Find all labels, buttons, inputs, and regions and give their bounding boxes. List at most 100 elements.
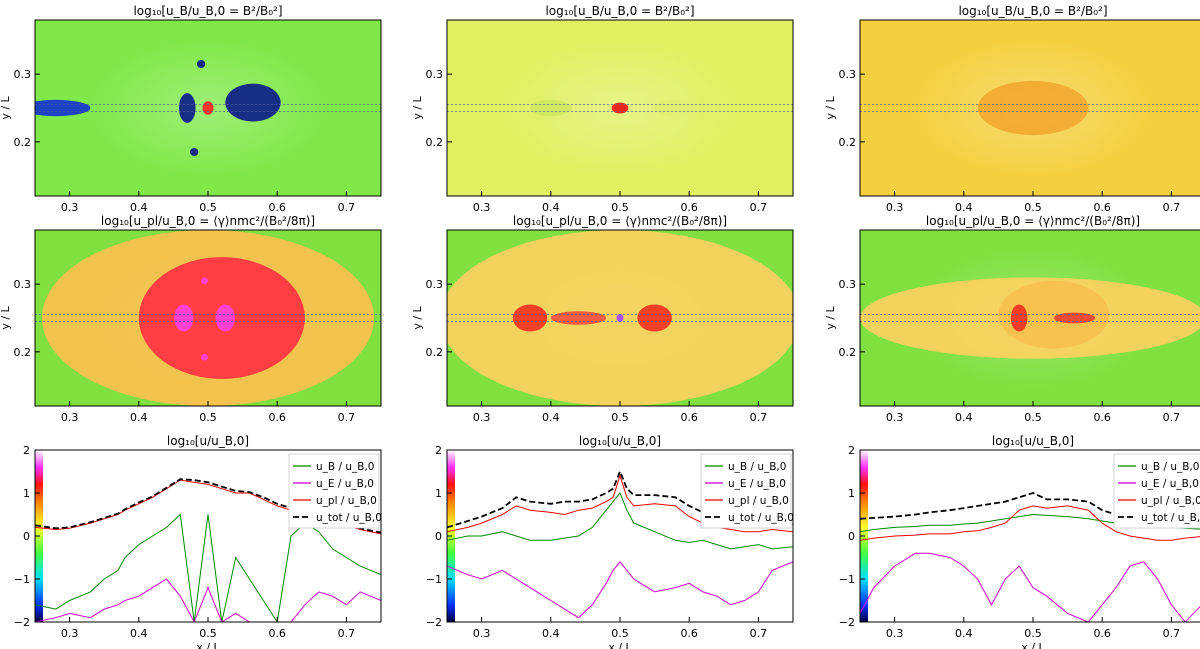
y-axis-label: y / L bbox=[824, 305, 837, 329]
y-tick-label: 0.3 bbox=[14, 278, 32, 291]
x-tick-label: 0.6 bbox=[1093, 627, 1111, 640]
y-tick-label: 1 bbox=[848, 487, 855, 500]
panel-title: log₁₀[u_pl/u_B,0 = ⟨γ⟩nmc²/(B₀²/8π)] bbox=[513, 214, 727, 228]
y-tick-label: 0.3 bbox=[426, 68, 444, 81]
heatmap-feature bbox=[1010, 304, 1028, 332]
heatmap-feature bbox=[637, 304, 672, 332]
x-tick-label: 0.4 bbox=[955, 411, 973, 424]
y-tick-label: 0 bbox=[848, 530, 855, 543]
x-tick-label: 0.7 bbox=[338, 627, 356, 640]
x-tick-label: 0.5 bbox=[199, 411, 217, 424]
heatmap-feature bbox=[174, 304, 194, 332]
x-tick-label: 0.3 bbox=[61, 627, 79, 640]
heatmap-feature bbox=[530, 99, 572, 117]
y-axis-label: y / L bbox=[411, 95, 424, 119]
x-tick-label: 0.5 bbox=[1024, 627, 1042, 640]
y-tick-label: 0 bbox=[23, 530, 30, 543]
x-tick-label: 0.3 bbox=[61, 201, 79, 214]
y-tick-label: 0.3 bbox=[839, 68, 857, 81]
x-tick-label: 0.3 bbox=[886, 201, 904, 214]
x-tick-label: 0.6 bbox=[268, 627, 286, 640]
heatmap-feature bbox=[178, 93, 196, 123]
x-tick-label: 0.5 bbox=[199, 201, 217, 214]
heatmap-feature bbox=[201, 277, 208, 285]
legend-label: u_pl / u_B,0 bbox=[316, 495, 377, 507]
x-tick-label: 0.6 bbox=[680, 201, 698, 214]
heatmap-feature bbox=[202, 101, 214, 115]
x-tick-label: 0.7 bbox=[338, 201, 356, 214]
x-tick-label: 0.4 bbox=[542, 201, 560, 214]
y-tick-label: 0.2 bbox=[426, 136, 444, 149]
panel-title: log₁₀[u/u_B,0] bbox=[579, 434, 661, 448]
panel-2-1: log₁₀[u_pl/u_B,0 = ⟨γ⟩nmc²/(B₀²/8π)] 0.3 0… bbox=[0, 214, 382, 424]
y-tick-label: −1 bbox=[426, 573, 442, 586]
y-tick-label: 0.2 bbox=[839, 136, 857, 149]
x-tick-label: 0.4 bbox=[542, 411, 560, 424]
heatmap-feature bbox=[977, 80, 1089, 136]
panel-3-2: log₁₀[u/u_B,0] 2 1 0 −1 −2 x / L u_B / u_B,0 u_E… bbox=[426, 434, 794, 649]
panel-1-3: log₁₀[u_B/u_B,0 = B²/B₀²] 0.3 0.2 y / L 0.3 0… bbox=[824, 4, 1200, 214]
y-axis-label: y / L bbox=[411, 305, 424, 329]
heatmap-feature bbox=[196, 59, 206, 69]
legend-label: u_tot / u_B,0 bbox=[316, 512, 382, 524]
heatmap-feature bbox=[512, 304, 548, 332]
x-tick-label: 0.4 bbox=[955, 627, 973, 640]
x-tick-label: 0.6 bbox=[1093, 201, 1111, 214]
legend-label: u_pl / u_B,0 bbox=[1141, 495, 1200, 507]
x-tick-label: 0.4 bbox=[130, 411, 148, 424]
x-tick-label: 0.7 bbox=[750, 627, 768, 640]
x-axis-label: x / L bbox=[608, 641, 632, 649]
x-tick-label: 0.3 bbox=[886, 627, 904, 640]
legend: u_B / u_B,0 u_E / u_B,0 u_pl / u_B,0 u_tot … bbox=[288, 453, 382, 529]
series-line-2 bbox=[860, 552, 1200, 622]
panel-title: log₁₀[u_B/u_B,0 = B²/B₀²] bbox=[133, 4, 282, 18]
legend-label: u_E / u_B,0 bbox=[316, 478, 374, 490]
plot-area bbox=[35, 230, 381, 406]
heatmap-feature bbox=[611, 102, 629, 114]
heatmap-feature bbox=[654, 99, 697, 117]
x-tick-label: 0.5 bbox=[1024, 201, 1042, 214]
x-tick-label: 0.6 bbox=[268, 201, 286, 214]
y-tick-label: 2 bbox=[848, 444, 855, 457]
x-tick-label: 0.3 bbox=[886, 411, 904, 424]
x-tick-label: 0.7 bbox=[338, 411, 356, 424]
x-tick-label: 0.5 bbox=[199, 627, 217, 640]
x-tick-label: 0.5 bbox=[611, 627, 629, 640]
panel-title: log₁₀[u/u_B,0] bbox=[992, 434, 1074, 448]
legend-label: u_tot / u_B,0 bbox=[728, 512, 794, 524]
heatmap-feature bbox=[225, 83, 281, 122]
plot-area bbox=[860, 230, 1200, 406]
legend-label: u_tot / u_B,0 bbox=[1141, 512, 1200, 524]
plot-area bbox=[447, 230, 793, 406]
y-tick-label: 2 bbox=[435, 444, 442, 457]
x-tick-label: 0.5 bbox=[611, 201, 629, 214]
y-axis-label: y / L bbox=[0, 95, 12, 119]
legend-label: u_B / u_B,0 bbox=[1141, 461, 1199, 473]
series-line-1 bbox=[447, 492, 793, 550]
y-tick-label: 0.2 bbox=[839, 346, 857, 359]
heatmap-feature bbox=[550, 311, 607, 325]
x-tick-label: 0.6 bbox=[680, 627, 698, 640]
heatmap-feature bbox=[215, 304, 235, 332]
legend: u_B / u_B,0 u_E / u_B,0 u_pl / u_B,0 u_tot … bbox=[700, 453, 794, 529]
y-axis-label: y / L bbox=[0, 305, 12, 329]
legend-label: u_E / u_B,0 bbox=[728, 478, 786, 490]
y-tick-label: 0.2 bbox=[426, 346, 444, 359]
plot-area bbox=[35, 20, 381, 196]
panel-1-1: log₁₀[u_B/u_B,0 = B²/B₀²] 0.3 0.2 y / L 0.3 0… bbox=[0, 4, 382, 214]
x-tick-label: 0.7 bbox=[1163, 201, 1181, 214]
y-axis-label: y / L bbox=[824, 95, 837, 119]
legend-label: u_pl / u_B,0 bbox=[728, 495, 789, 507]
series-line-3 bbox=[860, 505, 1200, 541]
plot-area bbox=[447, 20, 793, 196]
x-tick-label: 0.4 bbox=[130, 201, 148, 214]
legend-label: u_E / u_B,0 bbox=[1141, 478, 1199, 490]
x-tick-label: 0.7 bbox=[750, 201, 768, 214]
panel-1-2: log₁₀[u_B/u_B,0 = B²/B₀²] 0.3 0.2 y / L 0.3 0… bbox=[411, 4, 794, 214]
series-line-3 bbox=[447, 474, 793, 533]
x-tick-label: 0.6 bbox=[268, 411, 286, 424]
panel-title: log₁₀[u_pl/u_B,0 = ⟨γ⟩nmc²/(B₀²/8π)] bbox=[101, 214, 315, 228]
y-tick-label: −1 bbox=[839, 573, 855, 586]
y-tick-label: 0.3 bbox=[839, 278, 857, 291]
x-axis-label: x / L bbox=[196, 641, 220, 649]
